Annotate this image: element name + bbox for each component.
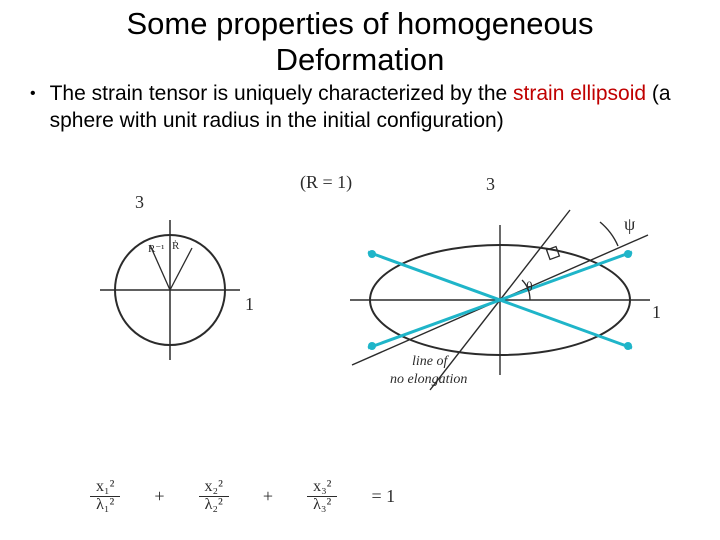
diagram-area: (R = 1) 3 1 R⁻¹ Ṙ 3 1 ψ θ line of no elo…: [0, 190, 720, 540]
eq-term-3: x₃² λ₃²: [307, 479, 337, 514]
slide-title: Some properties of homogeneous Deformati…: [0, 0, 720, 77]
label-no-elong-1: line of: [412, 354, 447, 370]
label-right-axis-1: 1: [652, 302, 661, 323]
bullet-item: • The strain tensor is uniquely characte…: [0, 77, 720, 134]
bullet-red: strain ellipsoid: [513, 82, 646, 105]
eq-t1-num: x₁²: [90, 479, 120, 497]
bullet-text: The strain tensor is uniquely characteri…: [50, 81, 680, 134]
eq-plus-1: +: [154, 486, 164, 507]
psi-arc: [600, 222, 618, 246]
ellipsoid-equation: x₁² λ₁² + x₂² λ₂² + x₃² λ₃² = 1: [90, 479, 660, 514]
label-right-axis-3: 3: [486, 174, 495, 195]
label-r-inv: R⁻¹: [148, 242, 164, 255]
eq-t1-den: λ₁²: [90, 497, 120, 514]
cyan-dot: [368, 250, 376, 258]
label-psi: ψ: [624, 214, 635, 235]
label-theta: θ: [526, 280, 533, 296]
title-line-2: Deformation: [276, 42, 445, 77]
eq-term-2: x₂² λ₂²: [199, 479, 229, 514]
eq-t3-den: λ₃²: [307, 497, 337, 514]
cyan-dot: [624, 342, 632, 350]
label-left-axis-1: 1: [245, 294, 254, 315]
eq-t2-num: x₂²: [199, 479, 229, 497]
bullet-marker: •: [24, 81, 50, 107]
title-line-1: Some properties of homogeneous: [126, 6, 593, 41]
slide: Some properties of homogeneous Deformati…: [0, 0, 720, 540]
eq-t3-num: x₃²: [307, 479, 337, 497]
cyan-dot: [624, 250, 632, 258]
eq-plus-2: +: [263, 486, 273, 507]
cyan-dot: [368, 342, 376, 350]
label-no-elong-2: no elongation: [390, 372, 467, 388]
diagram-svg: [0, 190, 720, 460]
eq-t2-den: λ₂²: [199, 497, 229, 514]
eq-term-1: x₁² λ₁²: [90, 479, 120, 514]
label-left-axis-3: 3: [135, 192, 144, 213]
bullet-pre: The strain tensor is uniquely characteri…: [50, 82, 513, 105]
eq-equals: = 1: [371, 486, 395, 507]
label-r-dot: Ṙ: [172, 240, 179, 252]
left-radius-mark-2: [170, 248, 192, 290]
label-r-eq-1: (R = 1): [300, 172, 352, 193]
